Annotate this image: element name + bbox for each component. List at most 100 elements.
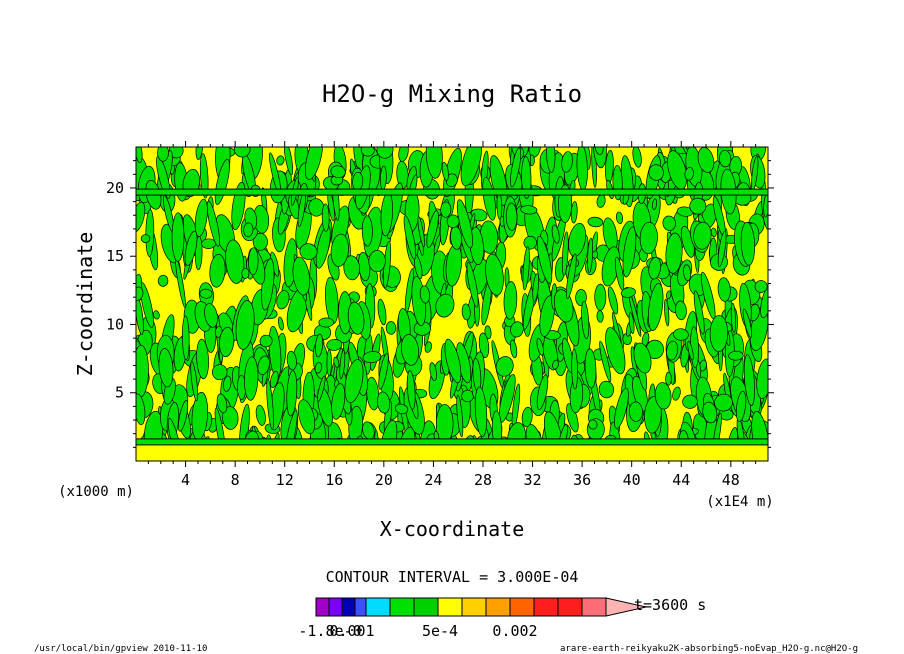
moisture-blob — [689, 197, 707, 215]
moisture-blob — [598, 380, 615, 399]
moisture-blob — [440, 201, 452, 218]
y-tick-label: 20 — [106, 179, 124, 197]
moisture-blob — [297, 399, 316, 435]
moisture-blob — [521, 156, 532, 199]
moisture-blob — [317, 375, 326, 402]
moisture-blob — [566, 253, 577, 299]
colorbar-cell — [437, 597, 463, 617]
moisture-blob — [742, 308, 753, 338]
moisture-blob — [318, 317, 334, 328]
moisture-blob — [717, 277, 731, 302]
moisture-blob — [444, 338, 462, 384]
colorbar-arrow — [605, 597, 647, 617]
x-tick-label: 28 — [474, 471, 492, 489]
moisture-blob — [196, 338, 209, 380]
x-tick-label: 20 — [375, 471, 393, 489]
colorbar-cell — [315, 597, 330, 617]
moisture-blob — [697, 147, 715, 173]
moisture-blob — [140, 234, 151, 243]
moisture-blob — [693, 290, 705, 335]
moisture-blob — [446, 214, 460, 229]
moisture-blob — [571, 348, 578, 390]
x-tick-label: 12 — [276, 471, 294, 489]
moisture-blob — [466, 262, 479, 308]
moisture-blob — [614, 256, 625, 291]
moisture-blob — [292, 256, 311, 296]
x-tick-label: 16 — [325, 471, 343, 489]
moisture-blob — [561, 151, 573, 173]
moisture-blob — [158, 348, 174, 388]
moisture-blob — [157, 274, 169, 287]
x-axis-title: X-coordinate — [380, 517, 525, 541]
surface-layer — [136, 443, 768, 461]
colorbar — [315, 597, 647, 617]
moisture-blob — [286, 350, 297, 371]
moisture-blob — [754, 280, 768, 293]
x-tick-label: 36 — [573, 471, 591, 489]
x-tick-label: 40 — [623, 471, 641, 489]
moisture-blob — [376, 147, 394, 159]
moisture-blob — [532, 273, 540, 302]
moisture-blob — [194, 198, 208, 237]
moisture-blob — [368, 250, 386, 273]
moisture-blob — [566, 403, 579, 433]
moisture-blob — [756, 358, 768, 399]
x-unit-label: (x1E4 m) — [706, 494, 773, 510]
footer-right: arare-earth-reikyaku2K-absorbing5-noEvap… — [560, 644, 858, 654]
moisture-blob — [652, 198, 658, 210]
moisture-blob — [248, 247, 259, 276]
moisture-blob — [216, 393, 228, 414]
moisture-blob — [682, 394, 698, 409]
moisture-blob — [199, 288, 213, 299]
colorbar-cell — [354, 597, 367, 617]
moisture-blob — [520, 205, 538, 215]
moisture-blob — [648, 164, 664, 181]
colorbar-cell — [328, 597, 343, 617]
moisture-blob — [333, 356, 340, 368]
colorbar-cell — [533, 597, 559, 617]
colorbar-cell — [461, 597, 487, 617]
moisture-blob — [206, 200, 220, 247]
moisture-blob — [628, 312, 635, 334]
moisture-blob — [252, 232, 268, 251]
moisture-blob — [546, 147, 556, 173]
moisture-blob — [496, 192, 503, 220]
moisture-blob — [255, 404, 266, 426]
moisture-blob — [581, 300, 590, 340]
moisture-blob — [211, 364, 228, 381]
moisture-blob — [505, 202, 518, 231]
moisture-blob — [171, 212, 185, 262]
moisture-blob — [482, 176, 497, 221]
moisture-blob — [361, 215, 373, 247]
moisture-blob — [178, 400, 189, 432]
moisture-blob — [693, 221, 712, 250]
moisture-blob — [330, 233, 349, 267]
moisture-blob — [376, 391, 391, 414]
moisture-blob — [587, 216, 604, 228]
chart-title: H2O-g Mixing Ratio — [322, 80, 582, 108]
moisture-blob — [474, 386, 488, 437]
moisture-blob — [266, 378, 274, 430]
moisture-blob — [339, 350, 346, 380]
moisture-blob — [456, 199, 473, 249]
colorbar-label: 5e-4 — [422, 622, 458, 640]
moisture-blob — [672, 386, 681, 401]
moisture-blob — [385, 321, 397, 335]
moisture-blob — [588, 419, 598, 430]
moisture-blob — [157, 147, 169, 162]
colorbar-cell — [509, 597, 535, 617]
moisture-blob — [632, 147, 642, 168]
colorbar-cell — [365, 597, 391, 617]
moisture-blob — [195, 147, 203, 160]
moisture-blob — [551, 224, 560, 244]
moisture-blob — [277, 316, 284, 331]
moisture-blob — [299, 243, 318, 260]
moisture-blob — [570, 201, 578, 224]
moisture-blob — [283, 147, 294, 176]
moisture-blob — [377, 298, 387, 326]
moisture-blob — [330, 165, 346, 179]
colorbar-label: 0.001 — [329, 622, 374, 640]
moisture-blob — [321, 203, 330, 232]
moisture-blob — [259, 334, 273, 348]
